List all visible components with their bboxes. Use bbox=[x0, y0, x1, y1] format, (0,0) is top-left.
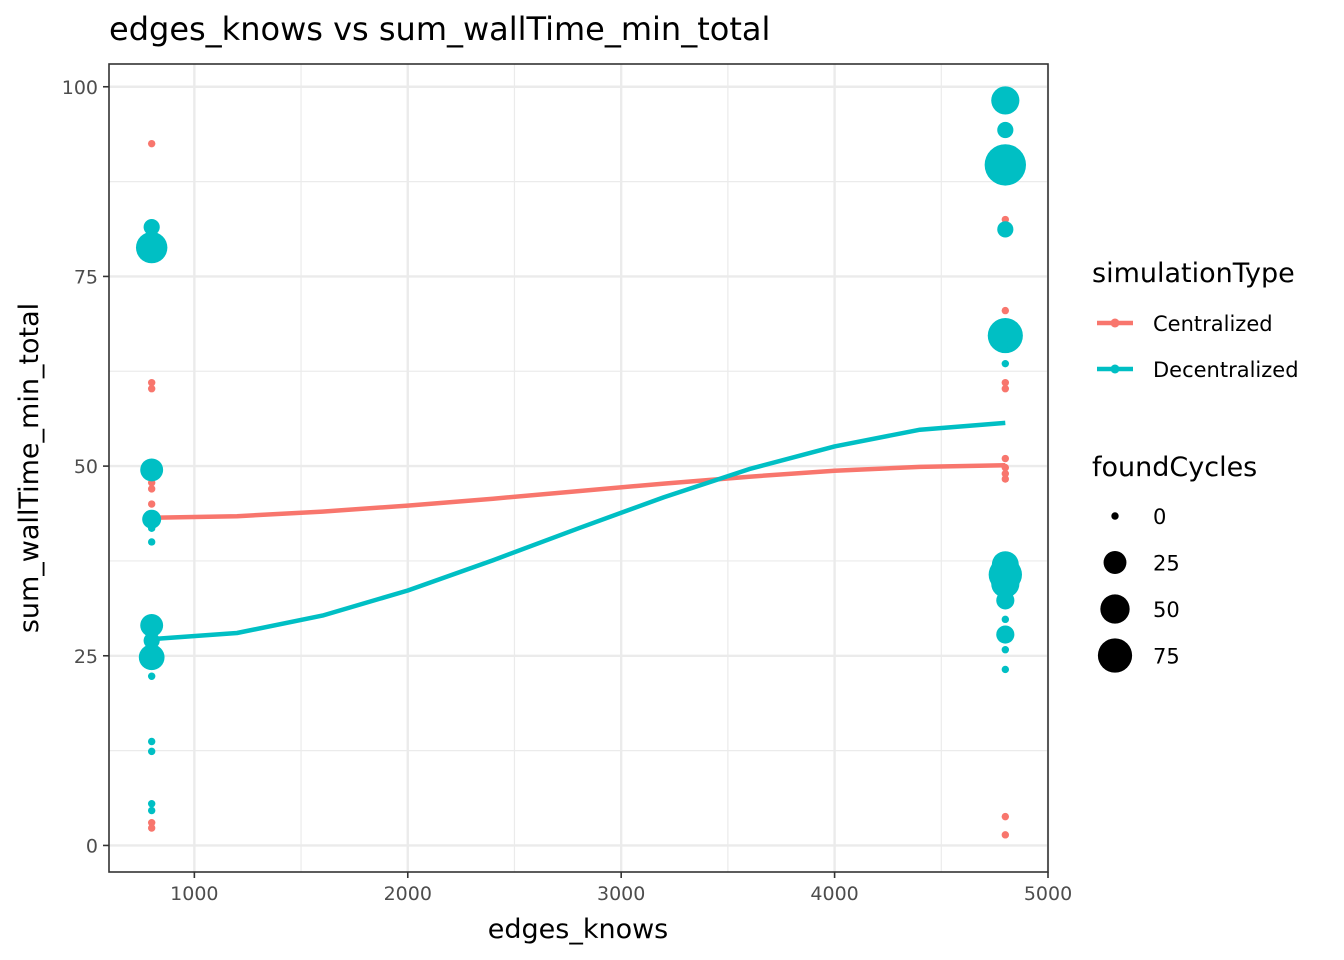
x-tick-label: 3000 bbox=[597, 883, 645, 905]
chart-title: edges_knows vs sum_wallTime_min_total bbox=[109, 10, 770, 48]
x-tick-label: 5000 bbox=[1024, 883, 1072, 905]
x-axis-title: edges_knows bbox=[488, 914, 668, 945]
data-point-decentralized bbox=[996, 591, 1015, 610]
legend-size-key bbox=[1103, 551, 1127, 574]
legend-key-point bbox=[1110, 318, 1120, 328]
x-tick-label: 4000 bbox=[810, 883, 858, 905]
legend-label-decentralized: Decentralized bbox=[1153, 358, 1299, 382]
data-point-decentralized bbox=[997, 121, 1014, 139]
data-point-centralized bbox=[1001, 831, 1010, 839]
data-point-decentralized bbox=[991, 86, 1020, 115]
data-point-centralized bbox=[147, 378, 156, 387]
x-tick-label: 2000 bbox=[384, 883, 432, 905]
data-point-decentralized bbox=[147, 800, 156, 808]
data-point-decentralized bbox=[1001, 341, 1010, 349]
data-point-centralized bbox=[1001, 469, 1010, 478]
plot-panel-border bbox=[108, 63, 1049, 873]
y-tick-label: 100 bbox=[62, 77, 98, 99]
data-point-centralized bbox=[147, 385, 156, 393]
data-point-decentralized bbox=[143, 219, 160, 236]
data-point-centralized bbox=[147, 139, 156, 148]
legend-size-label: 75 bbox=[1153, 645, 1180, 669]
smooth-lines bbox=[151, 420, 1006, 642]
data-point-centralized bbox=[1001, 215, 1010, 224]
data-point-decentralized bbox=[135, 231, 168, 264]
grid bbox=[109, 64, 1050, 872]
data-point-centralized bbox=[147, 500, 156, 508]
data-point-decentralized bbox=[996, 625, 1015, 644]
y-tick-label: 75 bbox=[74, 266, 98, 288]
data-point-decentralized bbox=[1001, 615, 1010, 624]
data-point-centralized bbox=[1001, 812, 1010, 821]
y-tick-label: 25 bbox=[74, 646, 98, 668]
legend: simulationType CentralizedDecentralized … bbox=[1092, 258, 1299, 673]
legend-label-centralized: Centralized bbox=[1153, 312, 1273, 336]
data-point-decentralized bbox=[991, 569, 1020, 598]
data-point-centralized bbox=[1001, 454, 1010, 463]
data-point-centralized bbox=[1001, 385, 1010, 393]
data-point-decentralized bbox=[147, 806, 156, 815]
data-point-decentralized bbox=[1001, 646, 1010, 654]
legend-size-key bbox=[1111, 512, 1119, 520]
data-point-decentralized bbox=[138, 644, 165, 671]
data-point-decentralized bbox=[987, 318, 1023, 354]
y-tick-label: 50 bbox=[74, 456, 98, 478]
smooth-line-decentralized bbox=[151, 420, 1006, 642]
data-points bbox=[135, 86, 1026, 839]
legend-size-label: 50 bbox=[1153, 598, 1180, 622]
legend-size-title: foundCycles bbox=[1092, 452, 1257, 483]
data-point-decentralized bbox=[140, 613, 164, 637]
y-tick-label: 0 bbox=[86, 835, 98, 857]
data-point-centralized bbox=[147, 485, 156, 493]
data-point-decentralized bbox=[142, 509, 162, 529]
legend-size-label: 25 bbox=[1153, 552, 1180, 576]
legend-color-title: simulationType bbox=[1092, 258, 1295, 289]
data-point-decentralized bbox=[984, 144, 1026, 186]
legend-size-key bbox=[1097, 638, 1133, 673]
data-point-decentralized bbox=[147, 747, 156, 756]
data-point-decentralized bbox=[143, 632, 160, 649]
data-point-decentralized bbox=[147, 672, 156, 680]
legend-size-label: 0 bbox=[1153, 505, 1166, 529]
data-point-centralized bbox=[1001, 378, 1010, 387]
axes: 1000 2000 3000 4000 5000 0 25 50 75 100 bbox=[62, 77, 1072, 905]
smooth-line-centralized bbox=[151, 463, 1006, 520]
data-point-decentralized bbox=[1001, 359, 1010, 368]
y-axis-title: sum_wallTime_min_total bbox=[14, 303, 45, 633]
data-point-centralized bbox=[1001, 463, 1010, 472]
legend-size-key bbox=[1100, 594, 1130, 624]
data-point-centralized bbox=[1001, 475, 1010, 483]
legend-size-entries: 0 25 50 75 bbox=[1097, 505, 1180, 673]
x-tick-label: 1000 bbox=[170, 883, 218, 905]
data-point-centralized bbox=[147, 818, 156, 827]
legend-key-point bbox=[1110, 364, 1120, 374]
data-point-decentralized bbox=[147, 737, 156, 746]
legend-color-entries: Centralized Decentralized bbox=[1097, 312, 1299, 382]
data-point-decentralized bbox=[1001, 665, 1010, 674]
data-point-centralized bbox=[1001, 306, 1010, 315]
data-point-decentralized bbox=[147, 538, 156, 546]
data-point-decentralized bbox=[997, 221, 1014, 238]
data-point-centralized bbox=[147, 824, 156, 832]
data-point-decentralized bbox=[140, 458, 164, 482]
data-point-decentralized bbox=[147, 524, 156, 533]
